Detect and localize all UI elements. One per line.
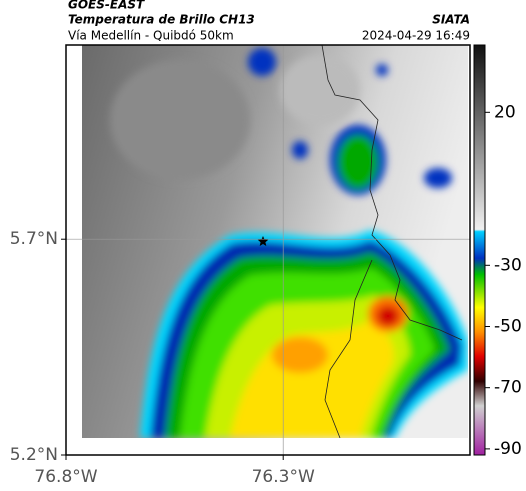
colorbar-tick-label: -30 bbox=[494, 255, 522, 275]
colorbar-tick-label: 20 bbox=[494, 102, 516, 122]
colorbar-tick-label: -70 bbox=[494, 378, 522, 398]
satellite-image bbox=[82, 45, 468, 438]
colorbar-tick-label: -90 bbox=[494, 439, 522, 459]
y-tick-label: 5.7°N bbox=[10, 229, 58, 249]
region: Vía Medellín - Quibdó 50km bbox=[68, 29, 234, 43]
graticule bbox=[66, 45, 470, 455]
y-tick-label: 5.2°N bbox=[10, 445, 58, 465]
agency: SIATA bbox=[432, 13, 470, 27]
colorbar bbox=[473, 44, 486, 456]
x-tick-label: 76.3°W bbox=[252, 467, 315, 487]
x-tick-label: 76.8°W bbox=[34, 467, 97, 487]
map-frame bbox=[65, 44, 471, 456]
timestamp: 2024-04-29 16:49 bbox=[362, 29, 470, 43]
colorbar-tick-label: -50 bbox=[494, 316, 522, 336]
product: Temperatura de Brillo CH13 bbox=[68, 13, 255, 27]
source: GOES-EAST bbox=[68, 0, 145, 12]
